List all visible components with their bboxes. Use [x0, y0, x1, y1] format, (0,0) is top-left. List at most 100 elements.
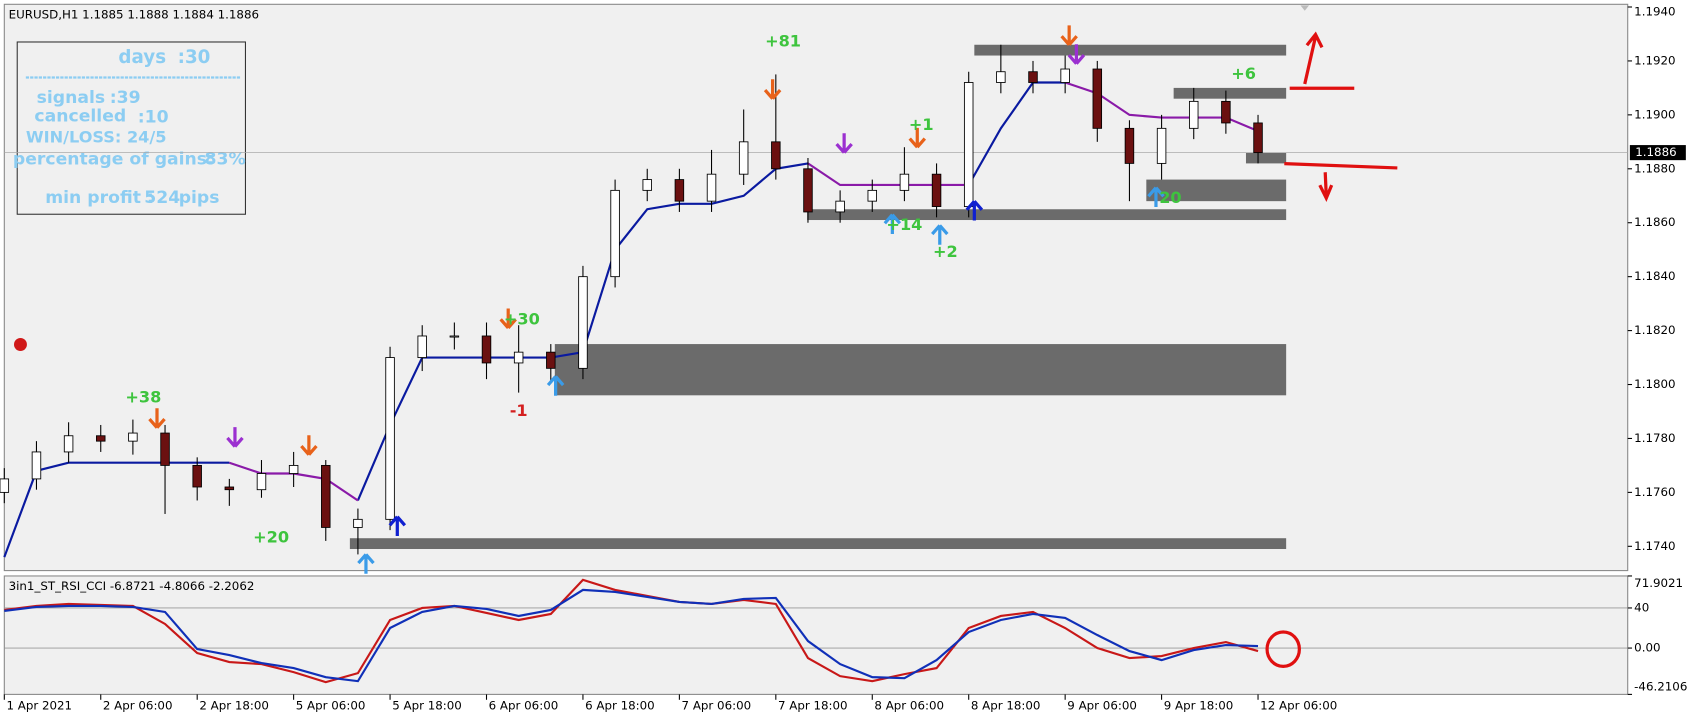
candle-body	[996, 71, 1006, 83]
hand-annotations	[1265, 31, 1398, 669]
profit-label: -1	[510, 401, 528, 420]
candle-body	[1060, 68, 1070, 83]
candle-body	[610, 189, 620, 278]
candle-body	[835, 200, 845, 213]
zone	[554, 344, 1287, 396]
x-tick-label: 2 Apr 18:00	[199, 699, 269, 713]
candle-body	[578, 276, 588, 369]
candle-body	[546, 351, 556, 369]
panel-frame	[16, 41, 246, 215]
x-tick-label: 6 Apr 18:00	[585, 699, 655, 713]
candle-body	[642, 179, 652, 191]
profit-label: +2	[933, 242, 958, 261]
zone	[1173, 87, 1287, 99]
signal-arrow	[388, 515, 407, 537]
x-tick-label: 1 Apr 2021	[6, 699, 72, 713]
x-tick-label: 5 Apr 18:00	[392, 699, 462, 713]
indicator-header: 3in1_ST_RSI_CCI -6.8721 -4.8066 -2.2062	[9, 579, 255, 593]
candle-body	[738, 141, 749, 175]
x-tick-label: 9 Apr 06:00	[1067, 699, 1137, 713]
profit-label: +1	[909, 115, 934, 134]
info-panel: days :30 signals :39 cancelled :10 WIN/L…	[13, 41, 246, 215]
profit-label: +81	[765, 32, 801, 51]
candle-body	[0, 478, 10, 493]
signal-arrow	[908, 127, 927, 149]
symbol-header: EURUSD,H1 1.1885 1.1888 1.1884 1.1886	[9, 8, 259, 22]
profit-label: +38	[125, 388, 161, 407]
zone	[349, 538, 1287, 550]
signal-arrow	[1067, 44, 1086, 65]
y-tick-label: -46.2106	[1634, 679, 1687, 693]
scroll-marker	[1300, 5, 1310, 11]
y-tick-label: 1.1880	[1634, 161, 1675, 175]
hand-arrow-up	[1289, 31, 1355, 90]
y-tick-label: 1.1740	[1634, 539, 1675, 553]
candle-body	[1028, 71, 1038, 83]
candle-body	[417, 335, 427, 358]
x-tick-label: 9 Apr 18:00	[1164, 699, 1234, 713]
x-tick-label: 8 Apr 06:00	[874, 699, 944, 713]
zone	[1146, 179, 1287, 202]
days-value: :30	[178, 47, 211, 68]
cancelled-value: :10	[138, 107, 169, 127]
pips-label: pips	[179, 188, 220, 208]
signals-value: :39	[110, 88, 141, 108]
zone	[1245, 152, 1287, 164]
y-tick-label: 1.1760	[1634, 485, 1675, 499]
candle-body	[1253, 122, 1263, 154]
y-tick-label: 0.00	[1634, 641, 1660, 655]
signal-arrow	[835, 133, 853, 154]
current-price-label: 1.1886	[1635, 145, 1676, 159]
signal-arrow	[965, 200, 984, 221]
candle-body	[449, 335, 460, 338]
profit-label: +14	[886, 215, 922, 234]
signal-arrow	[883, 213, 902, 235]
candle-body	[803, 168, 813, 213]
candle-body	[321, 464, 331, 528]
x-tick-label: 8 Apr 18:00	[971, 699, 1041, 713]
signal-arrow	[1060, 25, 1078, 46]
candle-body	[128, 432, 138, 442]
candle-body	[31, 451, 42, 480]
candle-body	[256, 473, 267, 491]
candle-body	[288, 464, 299, 474]
signals-label: signals	[37, 88, 106, 108]
x-tick-label: 12 Apr 06:00	[1260, 699, 1337, 713]
zone	[807, 209, 1287, 221]
candle-body	[674, 179, 685, 202]
cancelled-label: cancelled	[34, 106, 126, 126]
y-tick-label: 1.1900	[1634, 107, 1675, 121]
x-tick-label: 6 Apr 06:00	[489, 699, 559, 713]
candle-body	[899, 173, 910, 191]
signal-arrow	[300, 435, 318, 456]
profit-label: +30	[504, 309, 540, 328]
candle-body	[160, 432, 170, 466]
x-tick-label: 5 Apr 06:00	[296, 699, 366, 713]
candle-body	[1156, 127, 1167, 164]
profit-label: +6	[1231, 64, 1256, 83]
gains-value: 83%	[205, 149, 246, 169]
oscillator-plot	[3, 575, 1629, 695]
zone	[974, 44, 1287, 56]
signal-arrow	[148, 408, 166, 429]
candle-body	[481, 335, 492, 364]
series-line	[4, 588, 1259, 683]
y-tick-label: 40	[1634, 600, 1649, 614]
candle-body	[1188, 100, 1199, 129]
candle-body	[963, 82, 974, 207]
x-tick-label: 7 Apr 18:00	[778, 699, 848, 713]
candle-body	[385, 357, 395, 520]
hand-arrow-down	[1284, 162, 1398, 202]
candle-body	[513, 351, 524, 364]
candle-body	[353, 518, 363, 528]
signal-arrow	[1147, 186, 1165, 208]
y-tick-label: 1.1840	[1634, 269, 1675, 283]
profit-label: 20	[1159, 188, 1181, 207]
candle-body	[96, 435, 106, 442]
main-plot	[3, 3, 1629, 572]
candle-body	[931, 173, 942, 207]
x-tick-label: 2 Apr 06:00	[103, 699, 173, 713]
candle-body	[63, 435, 74, 453]
min-profit-label: min profit :	[45, 188, 154, 208]
